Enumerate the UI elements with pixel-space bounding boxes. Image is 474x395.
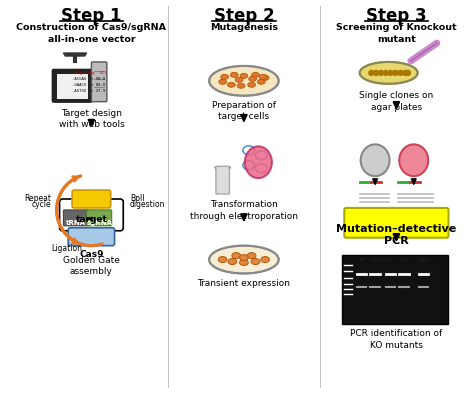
Ellipse shape	[252, 72, 259, 77]
Ellipse shape	[245, 147, 272, 178]
FancyBboxPatch shape	[91, 62, 107, 102]
FancyBboxPatch shape	[87, 210, 112, 226]
Text: Cas9: Cas9	[79, 250, 104, 259]
Text: PCR identification of
KO mutants: PCR identification of KO mutants	[350, 329, 443, 350]
Text: cycle: cycle	[31, 200, 51, 209]
FancyBboxPatch shape	[344, 208, 448, 238]
Text: -AGTGG  + 37.9: -AGTGG + 37.9	[72, 89, 105, 93]
Text: target: target	[75, 215, 107, 224]
Text: Screening of Knockout
mutant: Screening of Knockout mutant	[336, 23, 456, 44]
Text: -ACGAG  + 90.8: -ACGAG + 90.8	[72, 77, 105, 81]
Ellipse shape	[251, 259, 260, 265]
FancyBboxPatch shape	[52, 70, 92, 102]
Ellipse shape	[361, 145, 390, 176]
Text: Ligation: Ligation	[51, 244, 82, 253]
FancyBboxPatch shape	[342, 255, 448, 324]
Text: TargetSeq  GC%: TargetSeq GC%	[72, 71, 107, 75]
Ellipse shape	[399, 145, 428, 176]
Ellipse shape	[257, 79, 265, 84]
Text: Target design
with web tools: Target design with web tools	[58, 109, 124, 130]
Ellipse shape	[259, 74, 267, 79]
Text: Step 3: Step 3	[366, 8, 427, 25]
Ellipse shape	[209, 246, 279, 273]
Text: Construction of Cas9/sgRNA
all-in-one vector: Construction of Cas9/sgRNA all-in-one ve…	[17, 23, 166, 44]
Circle shape	[393, 70, 398, 75]
Text: Single clones on
agar plates: Single clones on agar plates	[359, 91, 434, 111]
Ellipse shape	[249, 76, 256, 81]
Text: +: +	[372, 257, 378, 263]
Circle shape	[369, 70, 374, 75]
Text: Transient expression: Transient expression	[197, 279, 291, 288]
Ellipse shape	[248, 82, 255, 87]
Circle shape	[398, 70, 402, 75]
Circle shape	[402, 70, 408, 75]
FancyBboxPatch shape	[57, 74, 88, 99]
Ellipse shape	[219, 79, 227, 84]
Circle shape	[388, 70, 393, 75]
Ellipse shape	[232, 253, 240, 259]
Polygon shape	[215, 167, 230, 171]
Ellipse shape	[237, 83, 245, 88]
Text: Transformation
through electroporation: Transformation through electroporation	[190, 200, 298, 221]
Text: Preparation of
target cells: Preparation of target cells	[212, 101, 276, 122]
Text: Step 2: Step 2	[214, 8, 274, 25]
Ellipse shape	[228, 259, 237, 265]
Text: +: +	[359, 257, 365, 263]
Ellipse shape	[230, 72, 238, 77]
Ellipse shape	[240, 73, 248, 78]
Ellipse shape	[235, 77, 243, 82]
FancyBboxPatch shape	[60, 199, 123, 231]
FancyBboxPatch shape	[64, 210, 89, 226]
Circle shape	[406, 70, 410, 75]
Polygon shape	[64, 53, 87, 56]
Text: sgRNA: sgRNA	[86, 220, 112, 226]
Ellipse shape	[221, 74, 228, 79]
Ellipse shape	[261, 257, 269, 263]
FancyBboxPatch shape	[68, 228, 115, 246]
Text: digestion: digestion	[130, 200, 165, 209]
Ellipse shape	[360, 62, 418, 84]
Text: Repeat: Repeat	[24, 194, 51, 203]
Circle shape	[374, 70, 379, 75]
FancyBboxPatch shape	[72, 190, 111, 208]
Text: BpII: BpII	[130, 194, 145, 203]
Text: Mutagenesis: Mutagenesis	[210, 23, 278, 32]
Text: -: -	[389, 257, 392, 263]
Ellipse shape	[247, 253, 256, 259]
Circle shape	[383, 70, 388, 75]
Ellipse shape	[239, 260, 248, 265]
Text: -GAACG  + 88.8: -GAACG + 88.8	[72, 83, 105, 87]
Ellipse shape	[209, 66, 279, 96]
Text: Step 1: Step 1	[61, 8, 122, 25]
Text: Mutation–detective
PCR: Mutation–detective PCR	[336, 224, 456, 246]
Text: WT: WT	[418, 257, 429, 263]
Text: -: -	[403, 257, 405, 263]
Ellipse shape	[219, 257, 227, 263]
Text: Golden Gate
assembly: Golden Gate assembly	[63, 256, 120, 276]
Circle shape	[379, 70, 383, 75]
FancyBboxPatch shape	[216, 166, 229, 194]
Ellipse shape	[228, 82, 235, 87]
Ellipse shape	[261, 75, 269, 80]
Text: tRNA: tRNA	[66, 220, 86, 226]
Ellipse shape	[239, 255, 248, 261]
